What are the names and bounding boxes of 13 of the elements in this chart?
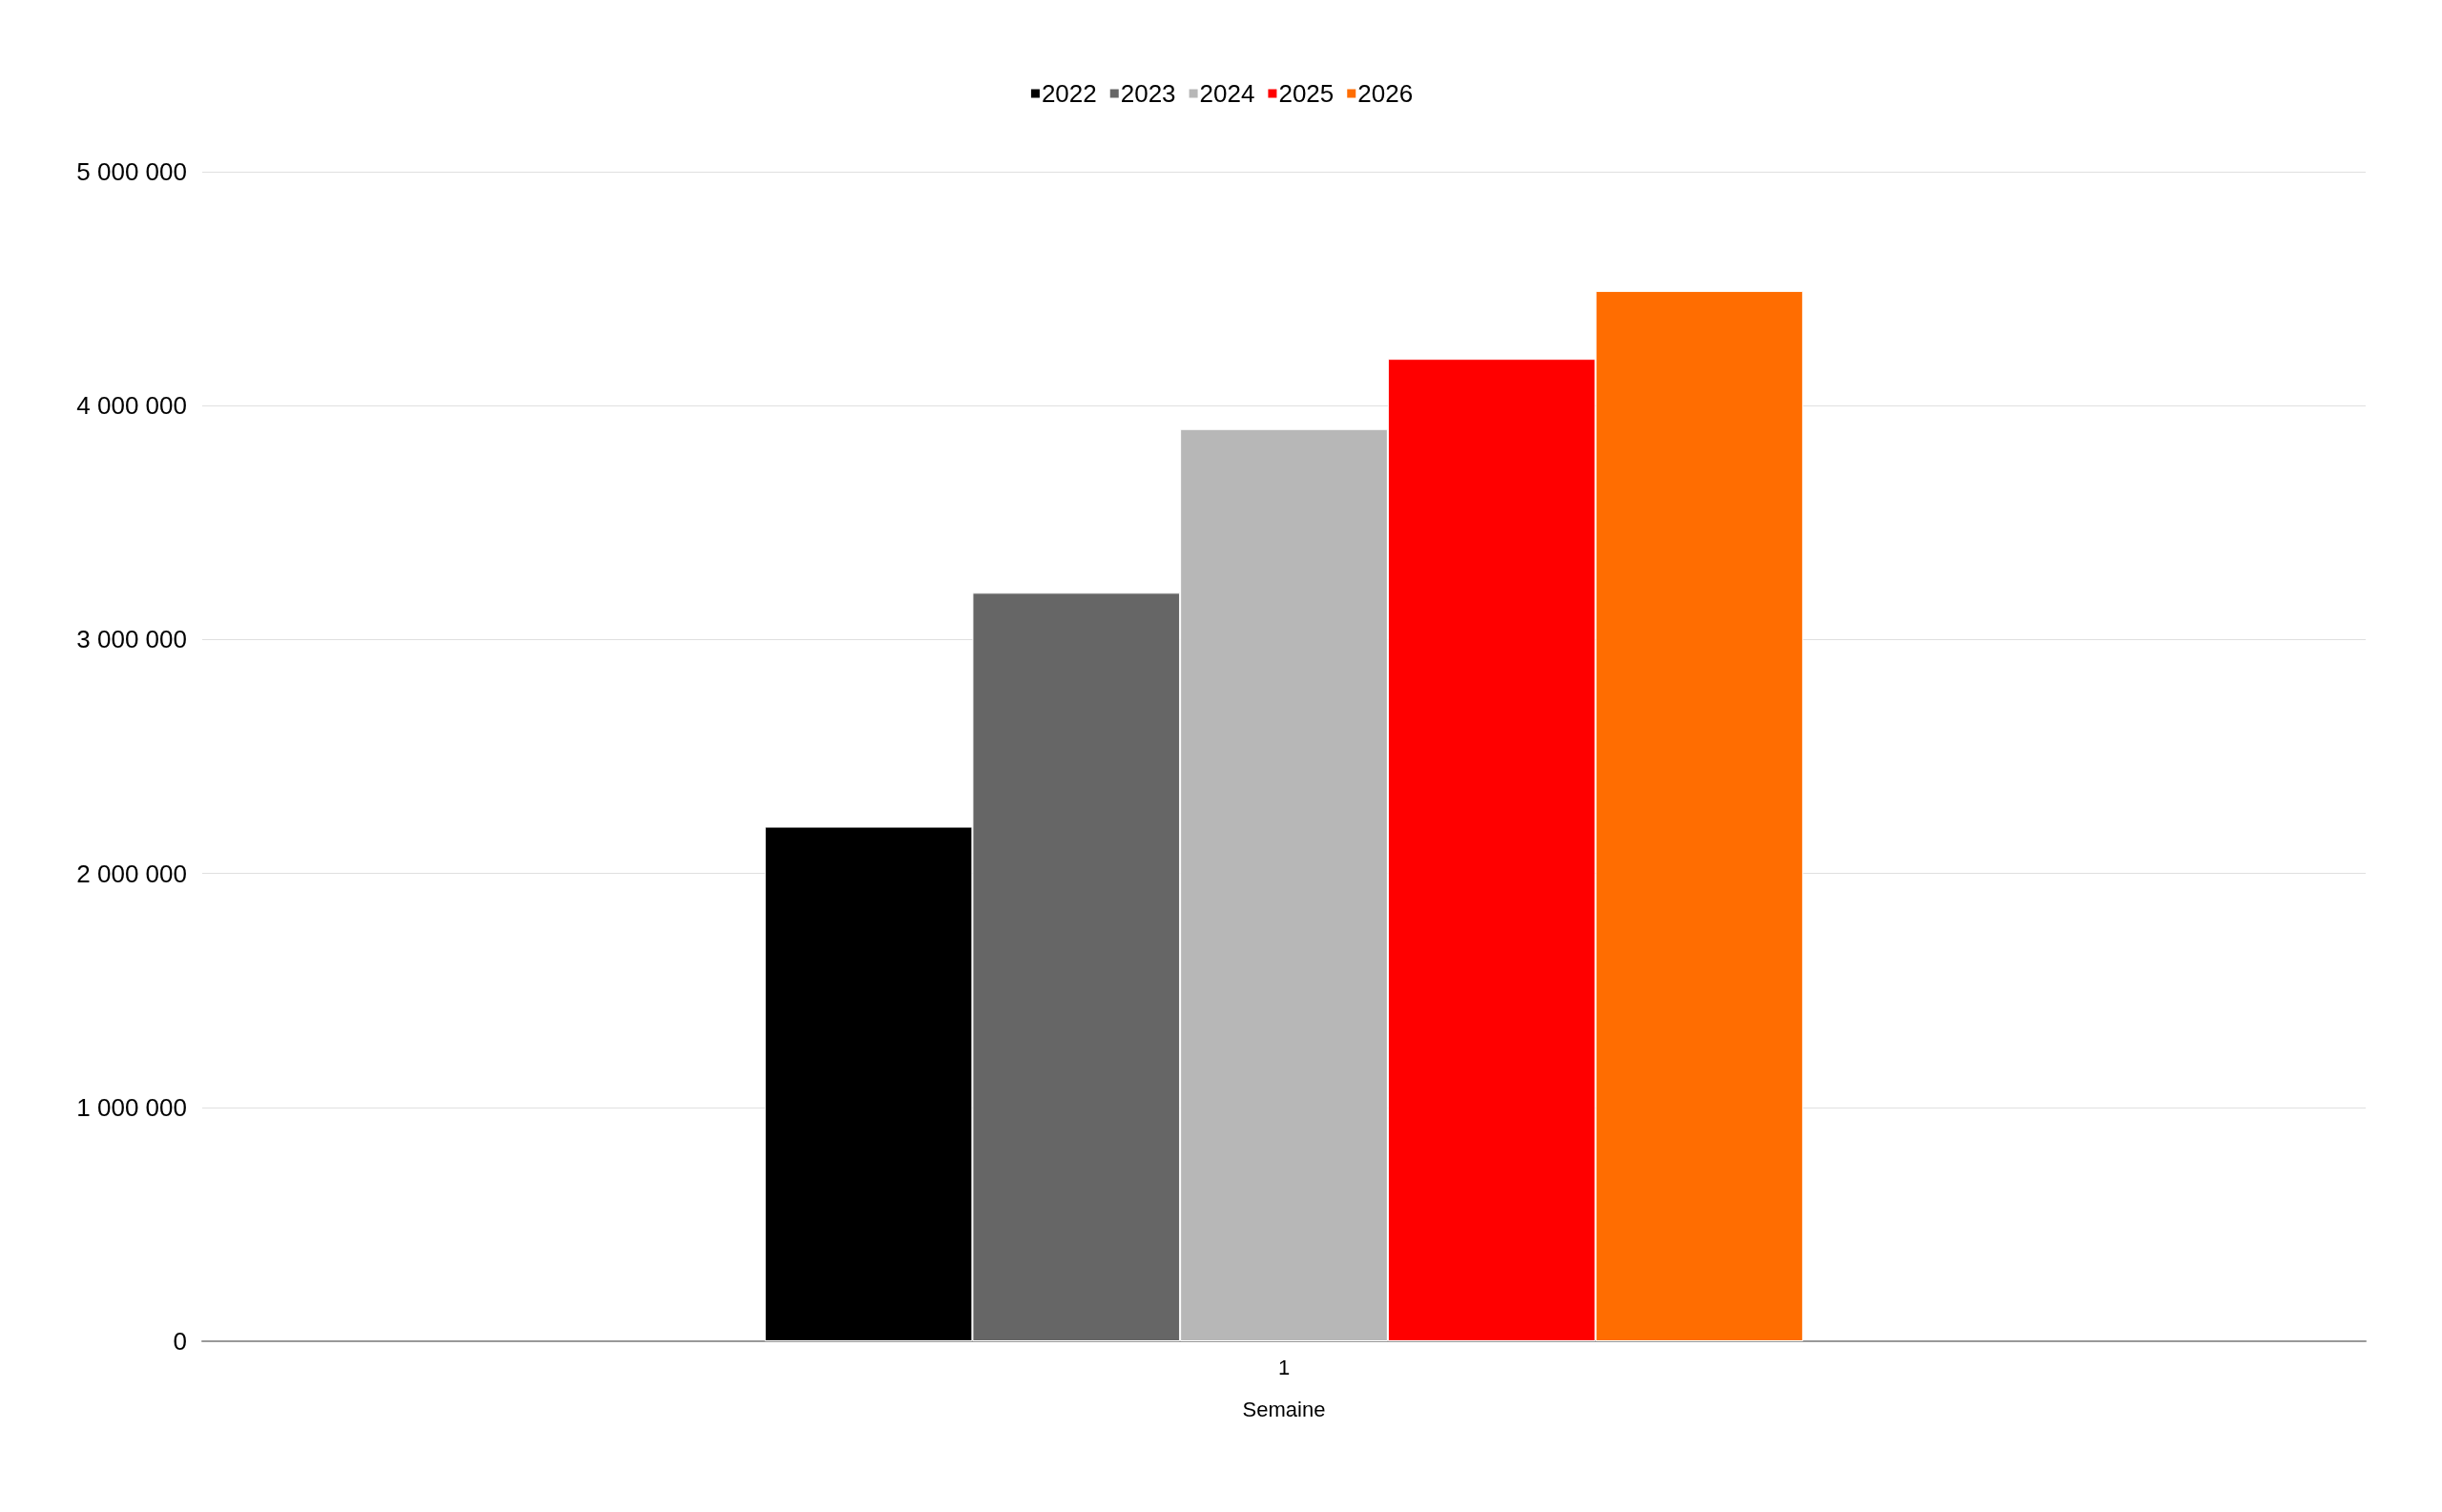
legend-label: 2026: [1357, 79, 1414, 108]
y-tick-label: 3 000 000: [76, 625, 187, 654]
x-axis-title: Semaine: [1242, 1397, 1326, 1421]
y-tick-label: 1 000 000: [76, 1092, 187, 1122]
x-tick-label: 1: [1277, 1355, 1291, 1379]
y-tick-label: 5 000 000: [76, 157, 187, 186]
legend-label: 2024: [1199, 79, 1255, 108]
y-tick-label: 0: [173, 1327, 187, 1356]
legend-label: 2022: [1041, 79, 1097, 108]
legend-label: 2025: [1278, 79, 1335, 108]
y-tick-label: 2 000 000: [76, 859, 187, 888]
legend-label: 2023: [1120, 79, 1176, 108]
y-tick-label: 4 000 000: [76, 391, 187, 421]
